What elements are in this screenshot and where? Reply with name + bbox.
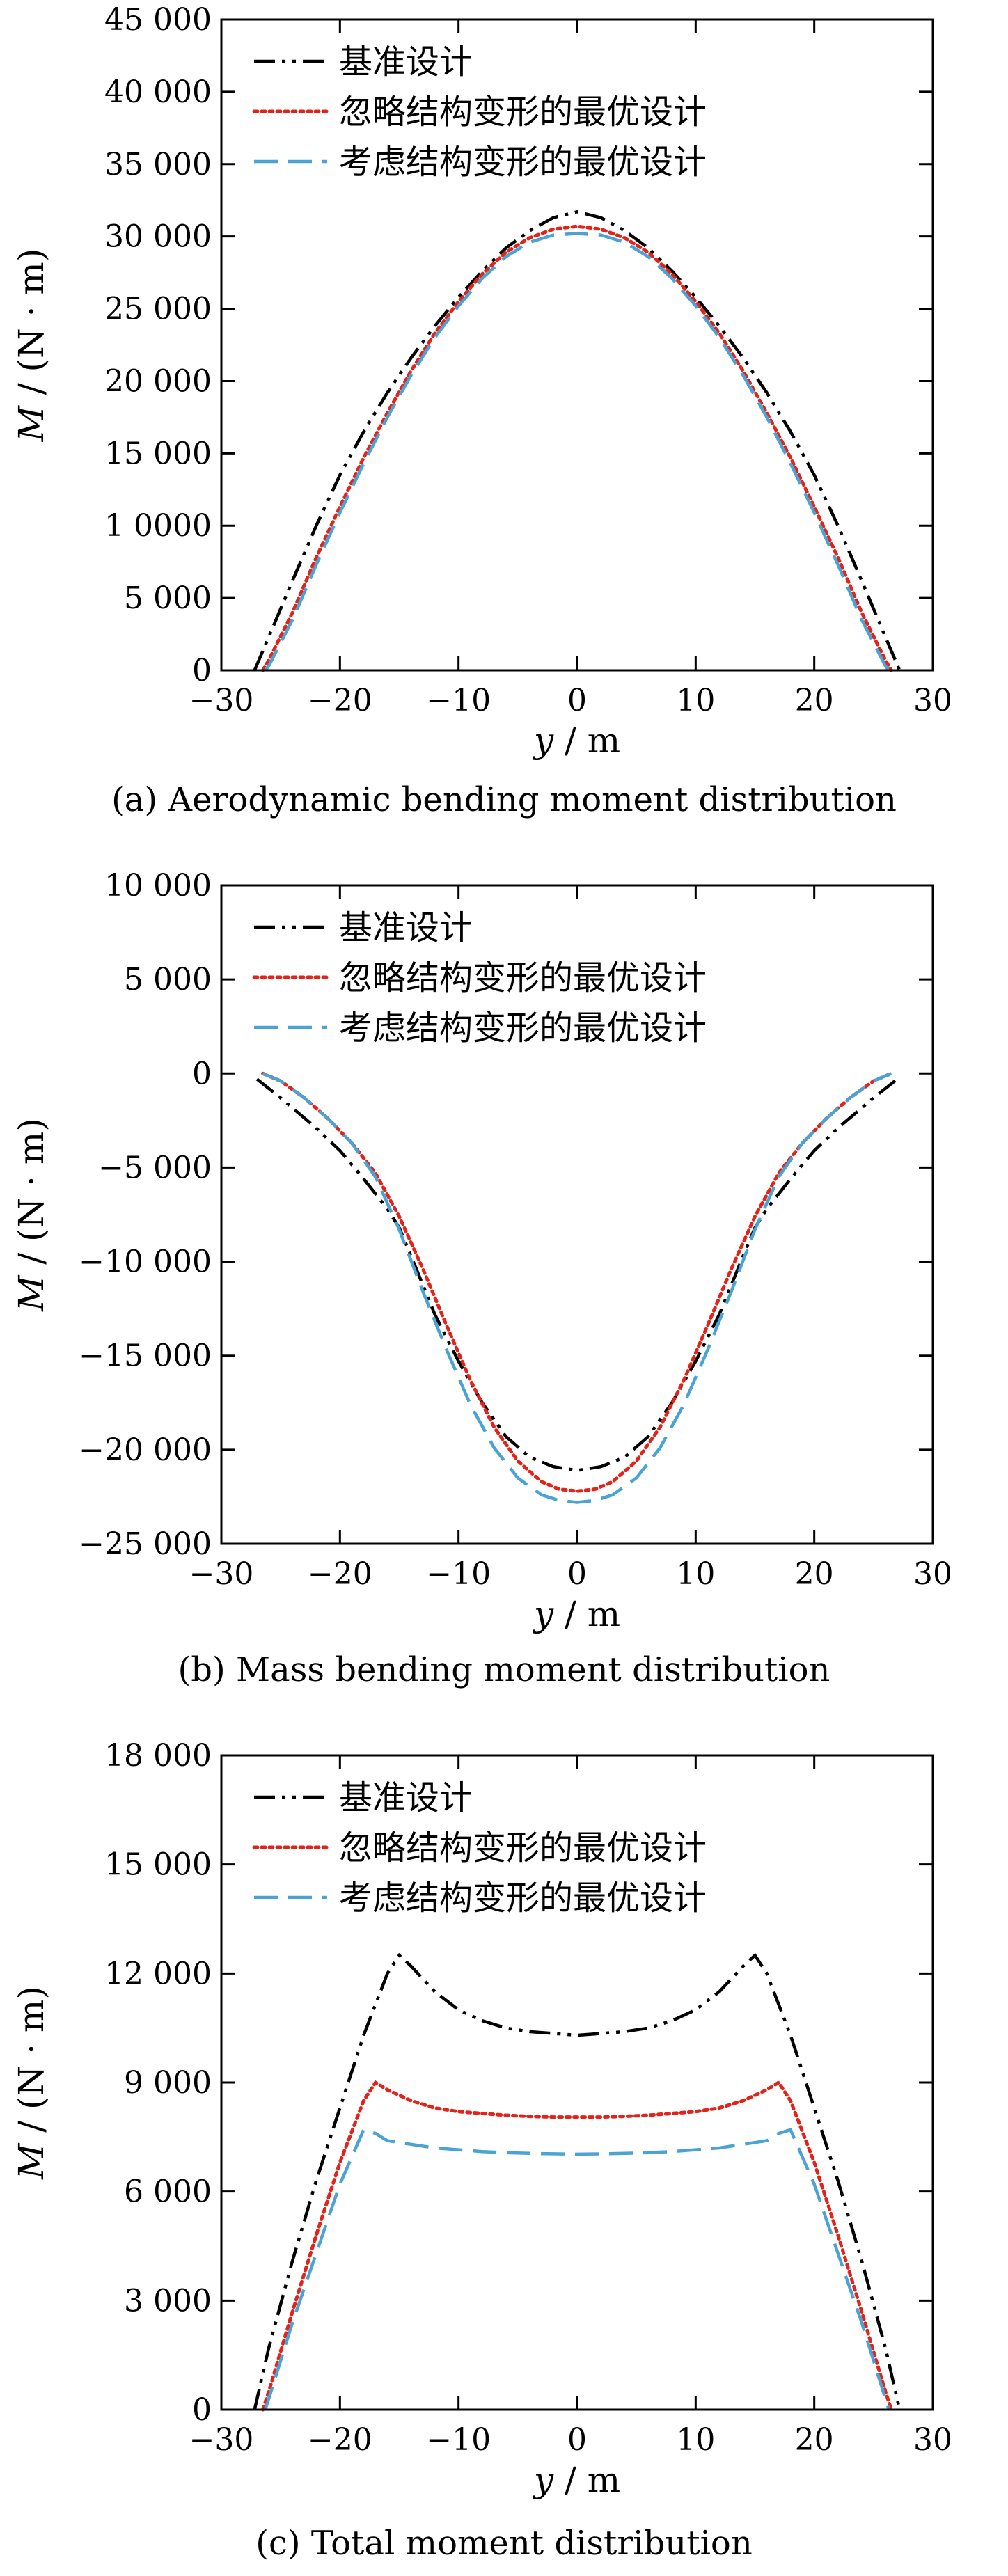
y-tick-label: 18 000 [104,1738,212,1773]
x-axis-label: y / m [533,720,620,761]
y-tick-label: 5 000 [124,962,212,997]
panel-caption: (c) Total moment distribution [255,2524,752,2563]
x-tick-label: −30 [189,2422,254,2458]
x-axis-label: y / m [533,2460,620,2500]
legend-label-2: 忽略结构变形的最优设计 [339,1828,707,1867]
legend-label-3: 考虑结构变形的最优设计 [339,143,707,182]
x-tick-label: 30 [913,683,952,718]
x-tick-label: 0 [567,1556,587,1592]
series-line-3 [263,2128,891,2410]
x-tick-label: 0 [567,683,587,718]
y-tick-label: −10 000 [79,1244,212,1280]
legend-label-2: 忽略结构变形的最优设计 [339,958,707,997]
x-axis-label: y / m [533,1594,620,1634]
legend-label-1: 基准设计 [339,42,473,81]
chart-panel-total: −30 −20 −10 0 10 20 30 0 3 000 6 000 9 000 12 000 15… [11,1738,952,2563]
y-tick-label: 25 000 [104,292,212,327]
x-axis-variable: y [533,2460,554,2500]
x-tick-label: 20 [795,1556,834,1592]
y-tick-label: −5 000 [98,1150,212,1185]
x-axis-variable: y [533,720,554,761]
y-tick-label: −15 000 [79,1338,212,1374]
x-tick-label: 0 [567,2422,587,2458]
x-tick-label: −10 [426,2422,491,2458]
y-tick-label: 0 [192,653,212,688]
y-tick-label: 12 000 [104,1956,212,1991]
legend-label-1: 基准设计 [339,1778,473,1817]
y-axis-unit: / (N · m) [11,248,52,406]
x-tick-label: −20 [308,683,372,718]
x-tick-label: −30 [189,683,254,718]
x-tick-label: −20 [308,2422,372,2458]
y-tick-label: 9 000 [124,2065,212,2101]
x-tick-label: 10 [676,683,715,718]
x-axis-variable: y [533,1594,554,1634]
y-axis-unit: / (N · m) [11,1118,52,1276]
y-tick-label: 1 0000 [104,508,212,544]
series-line-1 [253,1952,901,2410]
chart-panel-mass: −30 −20 −10 0 10 20 30 −25 000 −20 000 −15 000 −10… [11,868,952,1689]
y-axis-unit: / (N · m) [11,1986,52,2144]
y-axis-label: M / (N · m) [11,1118,52,1312]
x-tick-label: 30 [913,2422,952,2458]
x-tick-label: −10 [426,683,491,718]
x-tick-label: 30 [913,1556,952,1592]
y-tick-label: 6 000 [124,2174,212,2210]
y-tick-label: 20 000 [104,363,212,399]
y-tick-label: 15 000 [104,436,212,471]
y-tick-label: 30 000 [104,219,212,255]
chart-panel-aerodynamic: −30 −20 −10 0 10 20 30 0 5 000 1 0000 15 000 20 000… [11,2,952,819]
x-tick-label: 10 [676,1556,715,1592]
y-tick-label: 5 000 [124,580,212,616]
x-tick-label: −10 [426,1556,491,1592]
y-tick-label: 3 000 [124,2283,212,2318]
y-tick-label: 35 000 [104,147,212,182]
y-tick-label: 15 000 [104,1847,212,1883]
series-line-3 [264,232,890,672]
legend-label-2: 忽略结构变形的最优设计 [339,93,707,132]
legend-label-3: 考虑结构变形的最优设计 [339,1009,707,1048]
y-tick-label: 0 [192,1056,212,1091]
x-tick-label: −20 [308,1556,372,1592]
x-tick-label: 20 [795,683,834,718]
y-tick-label: −25 000 [79,1526,212,1562]
series-line-3 [262,1072,892,1504]
legend-label-3: 考虑结构变形的最优设计 [339,1879,707,1918]
y-axis-label: M / (N · m) [11,248,52,443]
y-tick-label: 0 [192,2392,212,2428]
series-line-2 [261,1071,893,1493]
series-line-2 [261,224,893,672]
x-tick-label: 10 [676,2422,715,2458]
x-axis-unit: / m [553,1594,620,1634]
y-axis-variable: M [11,404,52,442]
y-tick-label: 40 000 [104,74,212,110]
series-line-1 [253,210,901,671]
y-axis-label: M / (N · m) [11,1986,52,2180]
legend-label-1: 基准设计 [339,908,473,947]
y-axis-variable: M [11,1274,52,1312]
y-axis-variable: M [11,2142,52,2180]
series-line-2 [261,2080,893,2412]
y-tick-label: 45 000 [104,2,212,38]
panel-caption: (b) Mass bending moment distribution [178,1650,830,1689]
y-tick-label: 10 000 [104,868,212,903]
x-tick-label: −30 [189,1556,254,1592]
series-line-1 [255,1077,899,1472]
x-axis-unit: / m [553,720,620,761]
panel-caption: (a) Aerodynamic bending moment distribut… [111,780,897,819]
x-axis-unit: / m [553,2460,620,2500]
x-tick-label: 20 [795,2422,834,2458]
y-tick-label: −20 000 [79,1432,212,1468]
